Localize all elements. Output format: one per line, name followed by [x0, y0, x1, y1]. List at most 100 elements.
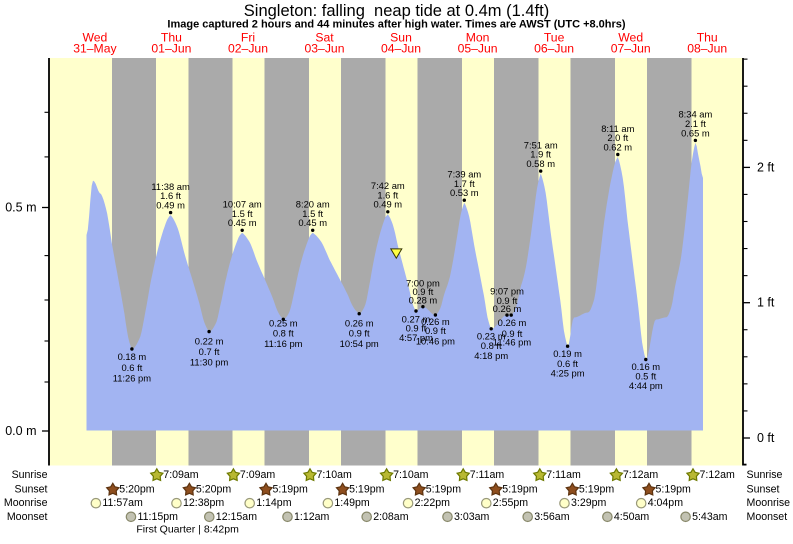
- svg-text:07–Jun: 07–Jun: [611, 41, 651, 55]
- svg-text:0.49 m: 0.49 m: [373, 199, 402, 210]
- svg-text:0.5 ft: 0.5 ft: [635, 371, 656, 382]
- svg-text:0.9 ft: 0.9 ft: [406, 322, 427, 333]
- svg-text:11:46 pm: 11:46 pm: [493, 337, 532, 348]
- svg-text:Thu: Thu: [161, 31, 182, 45]
- svg-text:7:12am: 7:12am: [623, 469, 659, 481]
- svg-text:0.6 ft: 0.6 ft: [121, 362, 142, 373]
- svg-text:Sun: Sun: [390, 31, 412, 45]
- svg-text:2:55pm: 2:55pm: [493, 497, 529, 509]
- svg-text:4:18 pm: 4:18 pm: [474, 350, 508, 361]
- svg-text:3:03am: 3:03am: [454, 511, 490, 523]
- svg-text:0.28 m: 0.28 m: [409, 295, 438, 306]
- svg-text:1.6 ft: 1.6 ft: [377, 189, 398, 200]
- svg-text:12:38pm: 12:38pm: [183, 497, 224, 509]
- svg-text:0.45 m: 0.45 m: [228, 217, 257, 228]
- svg-text:03–Jun: 03–Jun: [305, 41, 345, 55]
- svg-text:5:19pm: 5:19pm: [656, 484, 692, 496]
- svg-text:Wed: Wed: [82, 31, 107, 45]
- svg-text:0.9 ft: 0.9 ft: [502, 328, 523, 339]
- svg-text:9:07 pm: 9:07 pm: [490, 286, 524, 297]
- svg-text:01–Jun: 01–Jun: [151, 41, 191, 55]
- svg-text:Sat: Sat: [315, 31, 334, 45]
- svg-text:Sunrise: Sunrise: [12, 469, 48, 481]
- svg-text:Fri: Fri: [241, 31, 255, 45]
- svg-text:Sunset: Sunset: [15, 484, 48, 496]
- svg-text:0.7 ft: 0.7 ft: [199, 346, 220, 357]
- svg-text:7:11am: 7:11am: [546, 469, 581, 481]
- svg-text:02–Jun: 02–Jun: [228, 41, 268, 55]
- svg-text:1:12am: 1:12am: [294, 511, 330, 523]
- svg-text:2 ft: 2 ft: [757, 160, 775, 174]
- svg-text:11:16 pm: 11:16 pm: [264, 338, 303, 349]
- svg-text:4:57 pm: 4:57 pm: [399, 332, 433, 343]
- svg-text:8:34 am: 8:34 am: [678, 109, 712, 120]
- svg-text:06–Jun: 06–Jun: [534, 41, 574, 55]
- svg-text:0.26 m: 0.26 m: [498, 317, 527, 328]
- svg-text:0.9 ft: 0.9 ft: [412, 286, 433, 297]
- svg-text:7:51 am: 7:51 am: [524, 139, 558, 150]
- svg-text:0.9 ft: 0.9 ft: [349, 328, 370, 339]
- svg-text:Moonrise: Moonrise: [4, 497, 48, 509]
- svg-text:7:42 am: 7:42 am: [371, 180, 405, 191]
- svg-text:0.16 m: 0.16 m: [631, 361, 660, 372]
- svg-text:11:26 pm: 11:26 pm: [113, 372, 152, 383]
- svg-text:First Quarter | 8:42pm: First Quarter | 8:42pm: [136, 524, 239, 536]
- svg-text:11:38 am: 11:38 am: [151, 181, 190, 192]
- svg-text:0.45 m: 0.45 m: [298, 217, 327, 228]
- svg-text:0.18 m: 0.18 m: [118, 351, 147, 362]
- svg-text:0.49 m: 0.49 m: [156, 200, 185, 211]
- svg-text:Moonset: Moonset: [7, 511, 48, 523]
- svg-text:4:50am: 4:50am: [614, 511, 650, 523]
- svg-text:1.7 ft: 1.7 ft: [454, 178, 475, 189]
- svg-text:0.65 m: 0.65 m: [681, 127, 710, 138]
- svg-text:5:20pm: 5:20pm: [119, 484, 155, 496]
- svg-text:12:15am: 12:15am: [216, 511, 257, 523]
- svg-text:1.5 ft: 1.5 ft: [302, 208, 323, 219]
- svg-text:11:15pm: 11:15pm: [138, 511, 179, 523]
- svg-text:7:10am: 7:10am: [393, 469, 429, 481]
- svg-text:10:54 pm: 10:54 pm: [340, 338, 379, 349]
- svg-text:08–Jun: 08–Jun: [687, 41, 727, 55]
- svg-text:11:57am: 11:57am: [102, 497, 143, 509]
- svg-text:7:10am: 7:10am: [317, 469, 353, 481]
- svg-text:Singleton: falling neap tide: Singleton: falling neap tide at 0.4m (1.…: [244, 2, 549, 20]
- svg-text:0.0 m: 0.0 m: [5, 424, 36, 438]
- svg-text:0.8 ft: 0.8 ft: [481, 340, 502, 351]
- svg-text:7:11am: 7:11am: [470, 469, 505, 481]
- svg-text:5:19pm: 5:19pm: [426, 484, 462, 496]
- svg-text:04–Jun: 04–Jun: [381, 41, 421, 55]
- svg-text:0.26 m: 0.26 m: [493, 303, 522, 314]
- svg-text:7:09am: 7:09am: [240, 469, 276, 481]
- svg-text:0.53 m: 0.53 m: [450, 187, 479, 198]
- svg-text:Moonrise: Moonrise: [747, 497, 791, 509]
- svg-text:0 ft: 0 ft: [757, 431, 775, 445]
- svg-text:2:08am: 2:08am: [373, 511, 409, 523]
- svg-text:0.22 m: 0.22 m: [195, 335, 224, 346]
- svg-text:1.6 ft: 1.6 ft: [160, 190, 181, 201]
- svg-text:31–May: 31–May: [73, 41, 117, 55]
- svg-text:0.23 m: 0.23 m: [477, 331, 506, 342]
- svg-text:8:11 am: 8:11 am: [601, 123, 634, 134]
- svg-text:7:00 pm: 7:00 pm: [406, 278, 440, 289]
- svg-text:1:14pm: 1:14pm: [256, 497, 292, 509]
- svg-text:Tue: Tue: [544, 31, 565, 45]
- svg-text:1 ft: 1 ft: [757, 296, 775, 310]
- svg-text:0.62 m: 0.62 m: [603, 141, 632, 152]
- svg-text:0.8 ft: 0.8 ft: [273, 328, 294, 339]
- svg-text:2.1 ft: 2.1 ft: [685, 118, 706, 129]
- svg-text:0.19 m: 0.19 m: [553, 348, 582, 359]
- svg-text:5:19pm: 5:19pm: [349, 484, 385, 496]
- svg-text:0.58 m: 0.58 m: [526, 158, 555, 169]
- svg-text:Mon: Mon: [466, 31, 490, 45]
- svg-text:7:09am: 7:09am: [163, 469, 199, 481]
- svg-text:0.9 ft: 0.9 ft: [425, 325, 446, 336]
- svg-text:4:44 pm: 4:44 pm: [629, 380, 663, 391]
- svg-text:0.9 ft: 0.9 ft: [497, 295, 518, 306]
- svg-text:5:19pm: 5:19pm: [502, 484, 538, 496]
- svg-text:11:30 pm: 11:30 pm: [190, 357, 229, 368]
- svg-text:Sunset: Sunset: [747, 484, 780, 496]
- svg-text:5:19pm: 5:19pm: [579, 484, 615, 496]
- svg-text:Thu: Thu: [697, 31, 718, 45]
- svg-text:5:19pm: 5:19pm: [273, 484, 309, 496]
- svg-text:10:46 pm: 10:46 pm: [416, 335, 455, 346]
